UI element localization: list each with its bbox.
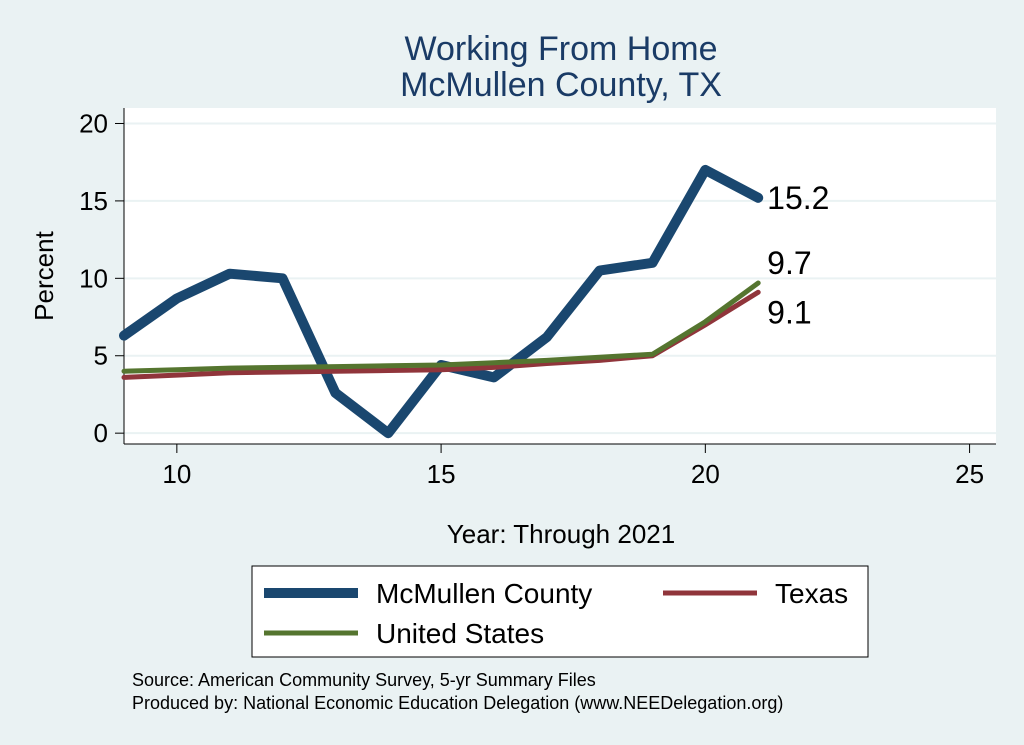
x-tick-label-20: 20 xyxy=(691,459,720,489)
legend-label-mcmullen-county: McMullen County xyxy=(376,578,592,609)
y-tick-label-0: 0 xyxy=(94,418,108,448)
x-axis: 10 15 20 25 xyxy=(124,443,996,489)
source-line-1: Source: American Community Survey, 5-yr … xyxy=(132,670,596,690)
series-lines xyxy=(119,164,764,439)
y-axis-label: Percent xyxy=(29,230,59,320)
end-labels: 15.2 9.1 9.7 xyxy=(767,180,829,330)
legend-label-united-states: United States xyxy=(376,618,544,649)
legend: McMullen County Texas United States xyxy=(251,565,869,658)
y-tick-label-10: 10 xyxy=(79,263,108,293)
y-axis: 0 5 10 15 20 xyxy=(79,108,125,448)
x-tick-label-25: 25 xyxy=(955,459,984,489)
end-label-mcmullen-county: 15.2 xyxy=(767,180,829,216)
y-tick-label-5: 5 xyxy=(94,341,108,371)
y-tick-label-20: 20 xyxy=(79,108,108,138)
legend-label-texas: Texas xyxy=(775,578,848,609)
x-tick-label-10: 10 xyxy=(162,459,191,489)
x-axis-label: Year: Through 2021 xyxy=(447,519,675,549)
chart-title-line-1: Working From Home xyxy=(405,30,718,68)
source-line-2: Produced by: National Economic Education… xyxy=(132,693,783,713)
x-tick-label-15: 15 xyxy=(427,459,456,489)
y-tick-label-15: 15 xyxy=(79,186,108,216)
chart-title-line-2: McMullen County, TX xyxy=(400,66,722,104)
legend-box xyxy=(251,565,869,658)
end-label-texas: 9.1 xyxy=(767,294,811,330)
end-label-united-states: 9.7 xyxy=(767,245,811,281)
